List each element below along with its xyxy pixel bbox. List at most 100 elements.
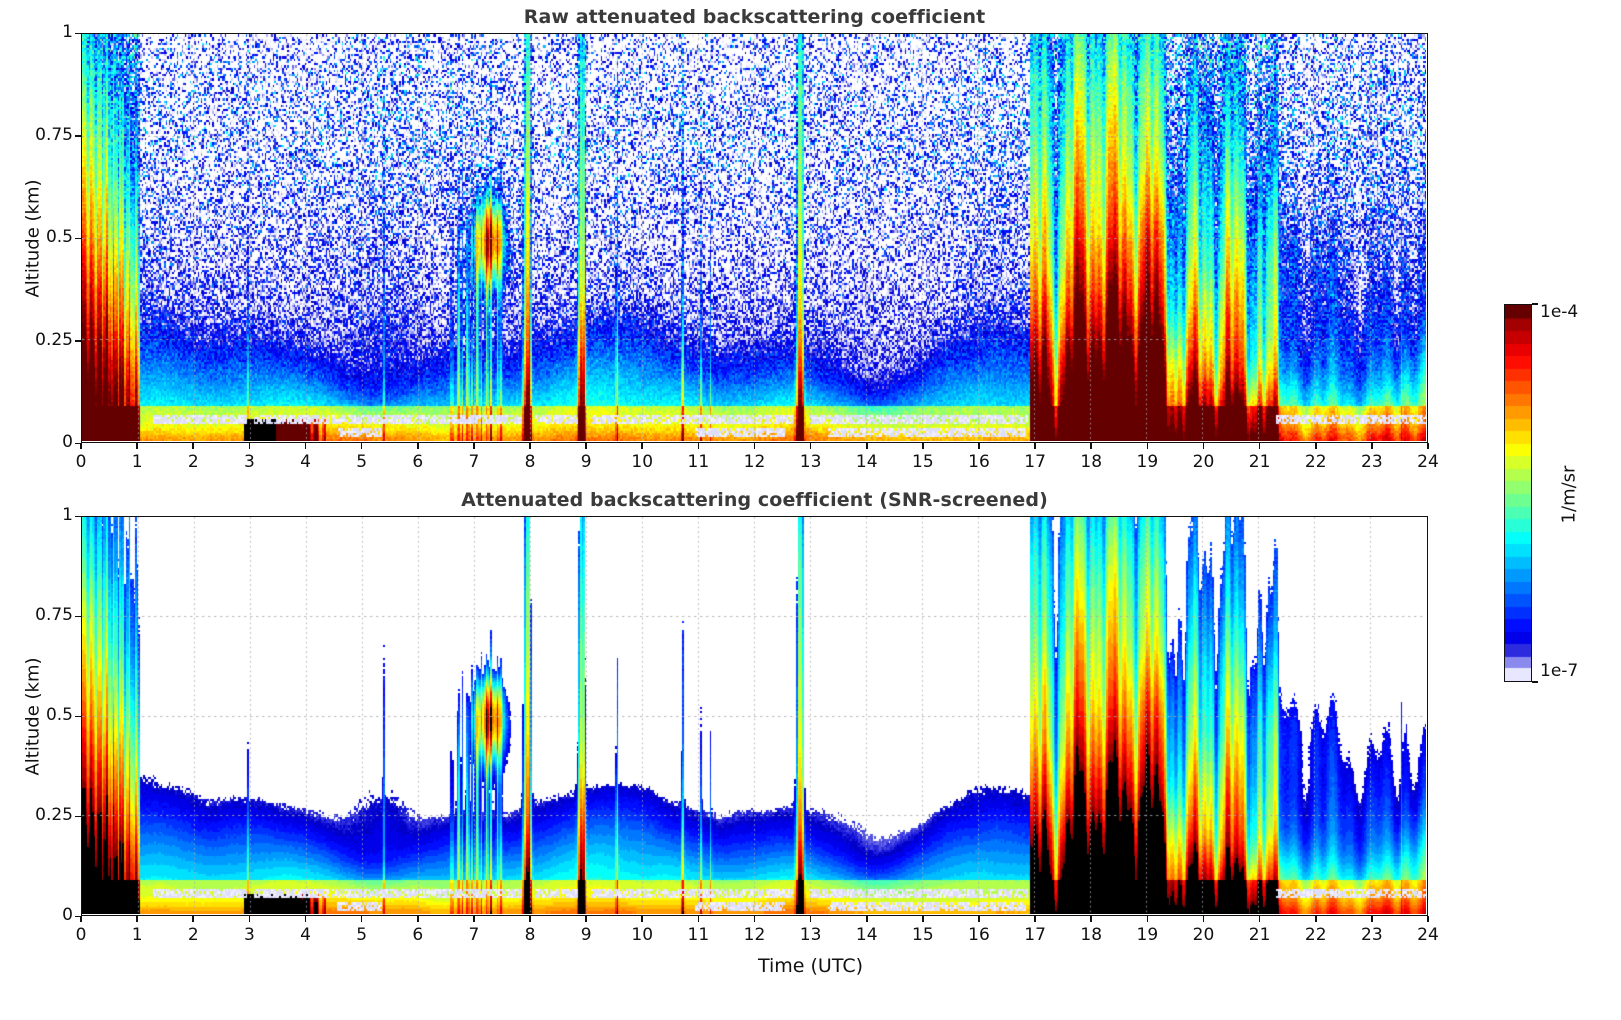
xtick-mark <box>304 443 307 449</box>
xtick-label-screened: 3 <box>243 925 255 945</box>
ytick-label-raw: 0.5 <box>45 227 73 247</box>
xtick-label-screened: 24 <box>1417 925 1439 945</box>
ytick-mark <box>75 615 81 618</box>
xtick-label-raw: 10 <box>631 452 654 472</box>
ytick-mark <box>75 815 81 818</box>
panel-title-raw: Raw attenuated backscattering coefficien… <box>523 6 986 28</box>
xtick-mark <box>1090 443 1093 449</box>
xtick-mark <box>136 916 138 922</box>
xtick-label-raw: 5 <box>356 452 368 472</box>
xtick-label-screened: 0 <box>75 925 87 945</box>
xtick-mark <box>809 916 812 922</box>
xtick-mark <box>192 916 195 922</box>
ytick-mark <box>75 32 81 35</box>
xtick-mark <box>922 443 924 449</box>
xtick-mark <box>1427 443 1429 449</box>
xtick-label-raw: 21 <box>1248 452 1271 472</box>
xtick-mark <box>416 916 419 922</box>
xtick-label-raw: 18 <box>1080 452 1103 472</box>
xtick-label-raw: 19 <box>1136 452 1159 472</box>
xtick-label-screened: 9 <box>580 925 592 945</box>
xtick-mark <box>697 443 700 449</box>
xtick-mark <box>80 916 82 922</box>
xtick-label-raw: 24 <box>1417 452 1439 472</box>
xtick-mark <box>1034 443 1036 449</box>
ytick-mark <box>75 135 81 137</box>
xtick-label-screened: 20 <box>1192 925 1215 945</box>
colorbar-unit-label: 1/m/sr <box>1558 465 1580 524</box>
xtick-mark <box>809 443 812 449</box>
xtick-label-raw: 13 <box>799 452 822 472</box>
ytick-mark <box>75 442 81 445</box>
xtick-mark <box>473 916 475 922</box>
ytick-mark <box>75 237 81 240</box>
xtick-mark <box>753 916 756 922</box>
xtick-mark <box>865 443 868 449</box>
xtick-label-screened: 17 <box>1024 925 1046 945</box>
xtick-label-screened: 16 <box>968 925 990 945</box>
ytick-label-screened: 0.5 <box>45 705 73 725</box>
xtick-mark <box>529 916 531 922</box>
xtick-label-screened: 13 <box>799 925 822 945</box>
ytick-label-raw: 0 <box>62 432 73 452</box>
xtick-label-raw: 2 <box>187 452 199 472</box>
xtick-mark <box>585 443 587 449</box>
xtick-label-raw: 16 <box>968 452 990 472</box>
xtick-label-screened: 15 <box>912 925 934 945</box>
colorbar-max-label: 1e-4 <box>1540 302 1579 322</box>
xtick-mark <box>753 443 756 449</box>
ytick-mark <box>75 515 81 518</box>
xtick-mark <box>641 916 644 922</box>
xtick-mark <box>529 443 531 449</box>
xtick-label-screened: 11 <box>687 925 710 945</box>
ytick-mark <box>75 340 81 342</box>
ytick-label-raw: 1 <box>62 22 73 42</box>
xtick-mark <box>1258 443 1261 449</box>
xtick-label-raw: 1 <box>131 452 143 472</box>
xtick-label-screened: 14 <box>855 925 878 945</box>
xtick-mark <box>1146 443 1149 449</box>
xtick-label-raw: 8 <box>524 452 536 472</box>
panel-title-screened: Attenuated backscattering coefficient (S… <box>461 489 1048 511</box>
xtick-mark <box>360 916 363 922</box>
xtick-mark <box>697 916 700 922</box>
xtick-label-screened: 1 <box>131 925 143 945</box>
xtick-mark <box>1202 916 1205 922</box>
xtick-label-raw: 22 <box>1304 452 1327 472</box>
xtick-label-raw: 7 <box>468 452 480 472</box>
ytick-label-raw: 0.75 <box>35 124 73 145</box>
xtick-label-screened: 7 <box>468 925 480 945</box>
xtick-mark <box>304 916 307 922</box>
xtick-mark <box>192 443 195 449</box>
xtick-label-screened: 4 <box>300 925 311 945</box>
xtick-label-screened: 5 <box>356 925 368 945</box>
xtick-label-raw: 11 <box>687 452 710 472</box>
xtick-label-screened: 8 <box>524 925 536 945</box>
xtick-label-screened: 19 <box>1136 925 1159 945</box>
ytick-label-screened: 0.25 <box>35 805 73 825</box>
xtick-label-screened: 10 <box>631 925 654 945</box>
xtick-mark <box>1034 916 1036 922</box>
colorbar <box>1504 304 1532 682</box>
xtick-mark <box>136 443 138 449</box>
ytick-label-screened: 0 <box>62 905 73 925</box>
xtick-mark <box>641 443 644 449</box>
xtick-label-screened: 23 <box>1361 925 1383 945</box>
ytick-mark <box>75 915 81 918</box>
xtick-label-raw: 9 <box>580 452 592 472</box>
ytick-mark <box>75 715 81 718</box>
xtick-label-raw: 17 <box>1024 452 1046 472</box>
xtick-label-screened: 12 <box>743 925 766 945</box>
xtick-label-screened: 2 <box>187 925 199 945</box>
ytick-label-raw: 0.25 <box>35 329 73 350</box>
xtick-label-raw: 4 <box>300 452 311 472</box>
xtick-mark <box>80 443 82 449</box>
ytick-label-screened: 0.75 <box>35 605 73 625</box>
xtick-label-screened: 22 <box>1304 925 1327 945</box>
xtick-label-raw: 6 <box>412 452 424 472</box>
colorbar-tick-min <box>1532 681 1538 683</box>
xtick-mark <box>1258 916 1261 922</box>
xtick-mark <box>248 443 251 449</box>
ytick-label-screened: 1 <box>62 505 73 525</box>
xtick-label-raw: 12 <box>743 452 766 472</box>
